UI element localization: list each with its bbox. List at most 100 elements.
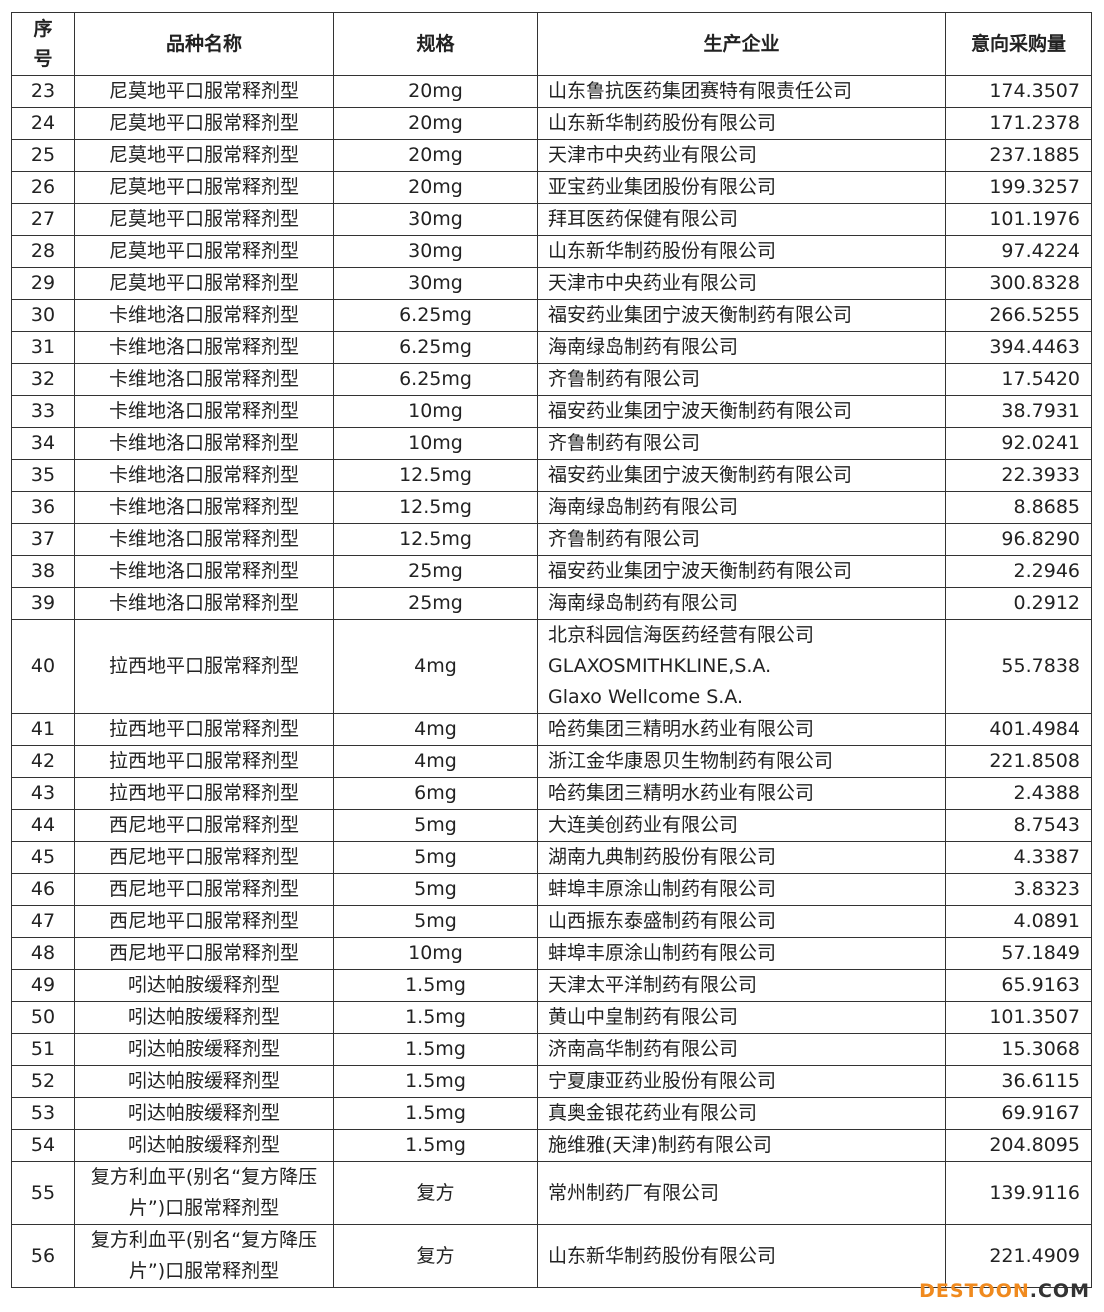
cell-product-name: 拉西地平口服常释剂型 — [74, 619, 334, 714]
cell-seq: 52 — [11, 1065, 75, 1098]
table-row: 40 拉西地平口服常释剂型 4mg 北京科园信海医药经营有限公司 GLAXOSMITH… — [11, 619, 1092, 714]
table-row: 43 拉西地平口服常释剂型 6mg 哈药集团三精明水药业有限公司 2.4388 — [11, 777, 1092, 810]
cell-seq: 34 — [11, 427, 75, 460]
watermark-main: DESTOON — [919, 1280, 1030, 1302]
cell-spec: 30mg — [333, 235, 538, 268]
cell-seq: 24 — [11, 107, 75, 140]
cell-product-name: 卡维地洛口服常释剂型 — [74, 587, 334, 620]
cell-seq: 23 — [11, 75, 75, 108]
cell-product-name: 卡维地洛口服常释剂型 — [74, 395, 334, 428]
cell-seq: 42 — [11, 745, 75, 778]
cell-quantity: 57.1849 — [945, 937, 1092, 970]
table-row: 29 尼莫地平口服常释剂型 30mg 天津市中央药业有限公司 300.8328 — [11, 267, 1092, 300]
cell-spec: 30mg — [333, 267, 538, 300]
cell-spec: 10mg — [333, 395, 538, 428]
cell-product-name: 吲达帕胺缓释剂型 — [74, 1001, 334, 1034]
table-row: 35 卡维地洛口服常释剂型 12.5mg 福安药业集团宁波天衡制药有限公司 22.393… — [11, 459, 1092, 492]
table-row: 47 西尼地平口服常释剂型 5mg 山西振东泰盛制药有限公司 4.0891 — [11, 905, 1092, 938]
cell-seq: 29 — [11, 267, 75, 300]
cell-manufacturer: 福安药业集团宁波天衡制药有限公司 — [537, 459, 946, 492]
cell-spec: 20mg — [333, 75, 538, 108]
cell-seq: 47 — [11, 905, 75, 938]
table-row: 26 尼莫地平口服常释剂型 20mg 亚宝药业集团股份有限公司 199.3257 — [11, 171, 1092, 204]
cell-manufacturer: 宁夏康亚药业股份有限公司 — [537, 1065, 946, 1098]
table-row: 37 卡维地洛口服常释剂型 12.5mg 齐鲁制药有限公司 96.8290 — [11, 523, 1092, 556]
cell-manufacturer: 常州制药厂有限公司 — [537, 1161, 946, 1225]
cell-quantity: 101.3507 — [945, 1001, 1092, 1034]
cell-manufacturer: 施维雅(天津)制药有限公司 — [537, 1129, 946, 1162]
cell-quantity: 97.4224 — [945, 235, 1092, 268]
cell-manufacturer: 天津市中央药业有限公司 — [537, 139, 946, 172]
cell-manufacturer: 山东新华制药股份有限公司 — [537, 1224, 946, 1288]
cell-seq: 30 — [11, 299, 75, 332]
cell-seq: 40 — [11, 619, 75, 714]
cell-seq: 39 — [11, 587, 75, 620]
cell-quantity: 15.3068 — [945, 1033, 1092, 1066]
cell-spec: 5mg — [333, 809, 538, 842]
cell-quantity: 8.7543 — [945, 809, 1092, 842]
table-row: 34 卡维地洛口服常释剂型 10mg 齐鲁制药有限公司 92.0241 — [11, 427, 1092, 460]
cell-quantity: 92.0241 — [945, 427, 1092, 460]
table-row: 30 卡维地洛口服常释剂型 6.25mg 福安药业集团宁波天衡制药有限公司 266.52… — [11, 299, 1092, 332]
cell-product-name: 卡维地洛口服常释剂型 — [74, 491, 334, 524]
cell-seq: 37 — [11, 523, 75, 556]
cell-product-name: 西尼地平口服常释剂型 — [74, 873, 334, 906]
cell-spec: 6.25mg — [333, 299, 538, 332]
cell-spec: 30mg — [333, 203, 538, 236]
cell-spec: 5mg — [333, 841, 538, 874]
cell-product-name: 拉西地平口服常释剂型 — [74, 745, 334, 778]
cell-seq: 55 — [11, 1161, 75, 1225]
cell-manufacturer: 山西振东泰盛制药有限公司 — [537, 905, 946, 938]
cell-manufacturer: 海南绿岛制药有限公司 — [537, 331, 946, 364]
cell-manufacturer: 齐鲁制药有限公司 — [537, 363, 946, 396]
cell-product-name: 拉西地平口服常释剂型 — [74, 713, 334, 746]
table-row: 27 尼莫地平口服常释剂型 30mg 拜耳医药保健有限公司 101.1976 — [11, 203, 1092, 236]
table-row: 49 吲达帕胺缓释剂型 1.5mg 天津太平洋制药有限公司 65.9163 — [11, 969, 1092, 1002]
cell-manufacturer: 真奥金银花药业有限公司 — [537, 1097, 946, 1130]
cell-quantity: 2.4388 — [945, 777, 1092, 810]
cell-product-name: 西尼地平口服常释剂型 — [74, 905, 334, 938]
cell-manufacturer: 天津太平洋制药有限公司 — [537, 969, 946, 1002]
cell-quantity: 96.8290 — [945, 523, 1092, 556]
cell-quantity: 101.1976 — [945, 203, 1092, 236]
cell-product-name: 卡维地洛口服常释剂型 — [74, 363, 334, 396]
table-row: 38 卡维地洛口服常释剂型 25mg 福安药业集团宁波天衡制药有限公司 2.2946 — [11, 555, 1092, 588]
cell-product-name: 吲达帕胺缓释剂型 — [74, 1033, 334, 1066]
cell-manufacturer: 福安药业集团宁波天衡制药有限公司 — [537, 299, 946, 332]
cell-quantity: 65.9163 — [945, 969, 1092, 1002]
cell-quantity: 38.7931 — [945, 395, 1092, 428]
cell-quantity: 221.8508 — [945, 745, 1092, 778]
cell-manufacturer: 蚌埠丰原涂山制药有限公司 — [537, 873, 946, 906]
cell-seq: 25 — [11, 139, 75, 172]
cell-manufacturer: 山东新华制药股份有限公司 — [537, 235, 946, 268]
cell-product-name: 复方利血平(别名“复方降压片”)口服常释剂型 — [74, 1224, 334, 1288]
cell-quantity: 266.5255 — [945, 299, 1092, 332]
watermark-logo: DESTOON.COM — [919, 1280, 1090, 1302]
cell-spec: 5mg — [333, 905, 538, 938]
cell-quantity: 174.3507 — [945, 75, 1092, 108]
cell-seq: 31 — [11, 331, 75, 364]
cell-spec: 20mg — [333, 139, 538, 172]
cell-product-name: 卡维地洛口服常释剂型 — [74, 555, 334, 588]
cell-quantity: 171.2378 — [945, 107, 1092, 140]
cell-product-name: 尼莫地平口服常释剂型 — [74, 267, 334, 300]
cell-seq: 43 — [11, 777, 75, 810]
cell-manufacturer: 哈药集团三精明水药业有限公司 — [537, 713, 946, 746]
cell-seq: 49 — [11, 969, 75, 1002]
table-row: 45 西尼地平口服常释剂型 5mg 湖南九典制药股份有限公司 4.3387 — [11, 841, 1092, 874]
table-row: 24 尼莫地平口服常释剂型 20mg 山东新华制药股份有限公司 171.2378 — [11, 107, 1092, 140]
cell-product-name: 西尼地平口服常释剂型 — [74, 841, 334, 874]
table-row: 23 尼莫地平口服常释剂型 20mg 山东鲁抗医药集团赛特有限责任公司 174.3507 — [11, 75, 1092, 108]
cell-manufacturer: 济南高华制药有限公司 — [537, 1033, 946, 1066]
header-spec: 规格 — [333, 12, 538, 76]
cell-quantity: 8.8685 — [945, 491, 1092, 524]
table-row: 39 卡维地洛口服常释剂型 25mg 海南绿岛制药有限公司 0.2912 — [11, 587, 1092, 620]
cell-seq: 46 — [11, 873, 75, 906]
cell-product-name: 卡维地洛口服常释剂型 — [74, 427, 334, 460]
table-row: 44 西尼地平口服常释剂型 5mg 大连美创药业有限公司 8.7543 — [11, 809, 1092, 842]
cell-manufacturer: 海南绿岛制药有限公司 — [537, 587, 946, 620]
header-manufacturer: 生产企业 — [537, 12, 946, 76]
cell-manufacturer: 福安药业集团宁波天衡制药有限公司 — [537, 395, 946, 428]
cell-spec: 25mg — [333, 555, 538, 588]
cell-spec: 4mg — [333, 619, 538, 714]
